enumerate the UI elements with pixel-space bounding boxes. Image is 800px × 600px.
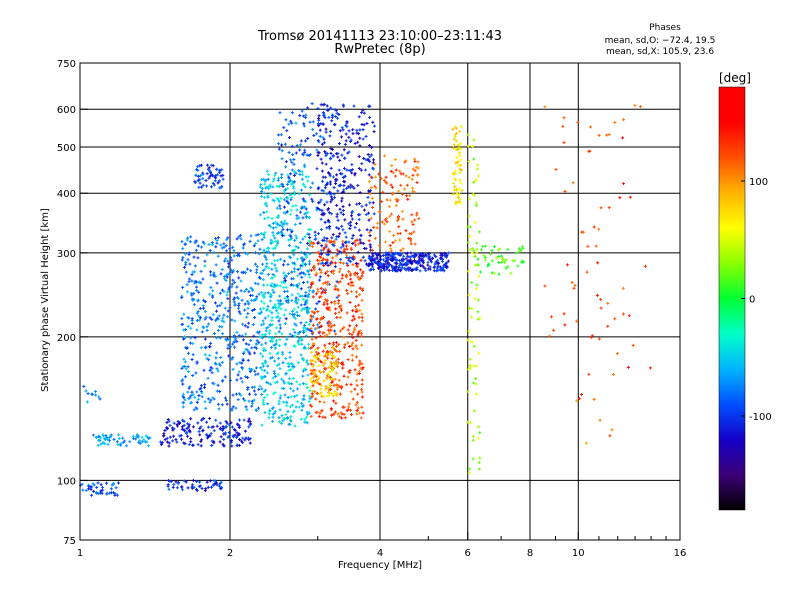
ionogram-chart: 1 2 4 6 8 10 16 75100200300400500600750 Tromsø… — [0, 0, 800, 600]
